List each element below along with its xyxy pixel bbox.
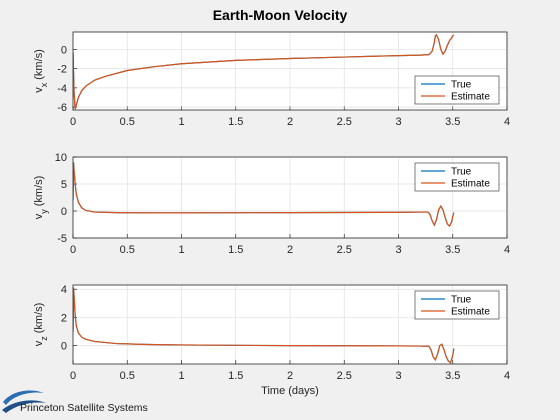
y-tick-label: 0: [61, 341, 67, 353]
x-tick-label: 1.5: [228, 244, 243, 256]
axes-box: [72, 31, 508, 111]
y-tick-label: 0: [61, 44, 67, 56]
y-tick-label: 4: [61, 284, 67, 296]
legend-label-estimate: Estimate: [451, 307, 490, 318]
x-tick-label: 2: [287, 116, 293, 128]
logo: Princeton Satellite Systems: [2, 390, 148, 414]
x-tick-label: 4: [504, 116, 510, 128]
x-tick-label: 1: [178, 370, 184, 382]
subplot-1: 0 0.5 1 1.5 2 2.5 3 3.5 4 -6 -4 -2 0 vx (km/s) TrueEst…: [33, 31, 510, 128]
legend-label-true: True: [451, 80, 472, 91]
y-axis-label: vy (km/s): [33, 176, 49, 220]
x-tick-label: 0.5: [120, 116, 135, 128]
x-tick-label: 3.5: [445, 370, 460, 382]
logo-swoosh-icon: [2, 400, 46, 413]
legend-box: [414, 162, 500, 192]
x-axis-label: Time (days): [261, 385, 319, 397]
series-line-estimate: [73, 33, 455, 110]
y-axis-label: vz (km/s): [33, 303, 49, 347]
logo-swoosh-icon: [3, 390, 44, 405]
logo-text: Princeton Satellite Systems: [20, 402, 148, 414]
x-tick-label: 1: [178, 116, 184, 128]
legend-box: [414, 290, 500, 320]
x-tick-label: 2: [287, 244, 293, 256]
series-line-estimate: [73, 287, 455, 364]
series-line-estimate: [73, 162, 455, 228]
x-tick-label: 4: [504, 244, 510, 256]
x-tick-label: 1.5: [228, 370, 243, 382]
legend-box: [414, 75, 500, 105]
x-tick-label: 3: [395, 370, 401, 382]
legend-label-true: True: [451, 167, 472, 178]
x-tick-label: 3: [395, 244, 401, 256]
y-tick-label: 0: [61, 206, 67, 218]
x-tick-label: 3.5: [445, 116, 460, 128]
y-tick-label: -6: [57, 102, 67, 114]
figure-title: Earth-Moon Velocity: [213, 7, 348, 23]
axes-box: [72, 284, 508, 365]
x-tick-label: 0: [70, 244, 76, 256]
y-tick-label: -4: [57, 83, 67, 95]
x-tick-label: 0.5: [120, 244, 135, 256]
y-tick-label: 5: [61, 179, 67, 191]
x-tick-label: 0.5: [120, 370, 135, 382]
subplot-3: 0 0.5 1 1.5 2 2.5 3 3.5 4 0 2 4 vz (km/s) TrueEstimat…: [33, 284, 510, 382]
axes-box: [72, 156, 508, 239]
x-tick-label: 4: [504, 370, 510, 382]
x-tick-label: 1: [178, 244, 184, 256]
x-tick-label: 0: [70, 370, 76, 382]
x-tick-label: 2.5: [337, 244, 352, 256]
legend-label-estimate: Estimate: [451, 92, 490, 103]
x-tick-label: 2.5: [337, 116, 352, 128]
legend-label-estimate: Estimate: [451, 179, 490, 190]
legend-label-true: True: [451, 295, 472, 306]
y-tick-label: 2: [61, 312, 67, 324]
y-tick-label: -5: [57, 233, 67, 245]
y-tick-label: -2: [57, 64, 67, 76]
y-axis-label: vx (km/s): [33, 49, 49, 93]
x-tick-label: 3: [395, 116, 401, 128]
x-tick-label: 3.5: [445, 244, 460, 256]
y-tick-label: 10: [55, 152, 67, 164]
x-tick-label: 2.5: [337, 370, 352, 382]
x-tick-label: 0: [70, 116, 76, 128]
x-tick-label: 1.5: [228, 116, 243, 128]
x-tick-label: 2: [287, 370, 293, 382]
